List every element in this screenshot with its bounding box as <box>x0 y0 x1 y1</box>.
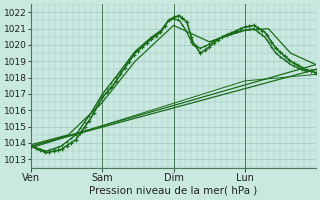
X-axis label: Pression niveau de la mer( hPa ): Pression niveau de la mer( hPa ) <box>90 186 258 196</box>
